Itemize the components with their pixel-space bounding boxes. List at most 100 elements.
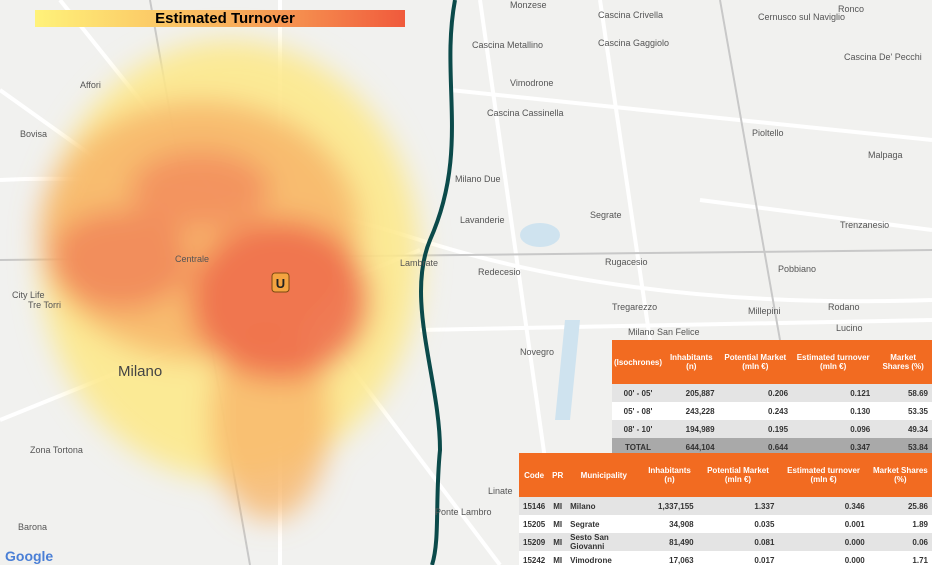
place-label: Tre Torri xyxy=(28,300,61,310)
table-cell: 0.130 xyxy=(792,402,875,420)
place-label: Vimodrone xyxy=(510,78,553,88)
column-header[interactable]: PR xyxy=(549,453,567,497)
column-header[interactable]: Inhabitants (n) xyxy=(641,453,698,497)
column-header[interactable]: Estimated turnover (mln €) xyxy=(792,340,875,384)
water xyxy=(520,223,580,420)
table-cell: MI xyxy=(549,551,567,565)
table-cell: 194,989 xyxy=(664,420,719,438)
railway xyxy=(418,0,457,565)
attribution: Google xyxy=(5,548,53,564)
place-label: City Life xyxy=(12,290,45,300)
marker-label: U xyxy=(276,276,285,291)
table-cell: 0.000 xyxy=(778,551,869,565)
table-cell: 15242 xyxy=(519,551,550,565)
place-label: Rodano xyxy=(828,302,860,312)
place-label: Affori xyxy=(80,80,101,90)
place-label: Cernusco sul Naviglio xyxy=(758,12,845,22)
table-cell: 1,337,155 xyxy=(641,497,698,515)
marker[interactable] xyxy=(271,272,290,293)
place-label: Malpaga xyxy=(868,150,903,160)
place-label: Milano xyxy=(118,363,162,380)
place-label: Ronco xyxy=(838,4,864,14)
place-label: Cascina Crivella xyxy=(598,10,663,20)
table-cell: 0.206 xyxy=(718,384,793,402)
place-label: Trenzanesio xyxy=(840,220,889,230)
table-cell: 0.243 xyxy=(718,402,793,420)
table-cell: 15146 xyxy=(519,497,550,515)
table-cell: 53.35 xyxy=(874,402,932,420)
table-cell: Vimodrone xyxy=(566,551,642,565)
place-label: Lucino xyxy=(836,323,863,333)
table-cell: 49.34 xyxy=(874,420,932,438)
place-label: Ponte Lambro xyxy=(435,507,492,517)
table-cell: 0.017 xyxy=(697,551,779,565)
legend-title: Estimated Turnover xyxy=(155,10,295,27)
table-cell: 58.69 xyxy=(874,384,932,402)
column-header[interactable]: Potential Market (mln €) xyxy=(718,340,793,384)
table-cell: 243,228 xyxy=(664,402,719,420)
table-cell: 1.337 xyxy=(697,497,779,515)
table-cell: 0.081 xyxy=(697,533,779,551)
table-cell: 00' - 05' xyxy=(612,384,665,402)
table-cell: 25.86 xyxy=(868,497,932,515)
place-label: Barona xyxy=(18,522,47,532)
table-cell: MI xyxy=(549,515,567,533)
table-cell: 0.06 xyxy=(868,533,932,551)
place-label: Lavanderie xyxy=(460,215,505,225)
isochrone-table: (Isochrones) Inhabitants (n) Potential Mar… xyxy=(612,340,932,456)
table-cell: 0.195 xyxy=(718,420,793,438)
table-cell: Sesto San Giovanni xyxy=(566,533,642,551)
place-label: Cascina De' Pecchi xyxy=(844,52,922,62)
table-cell: 0.121 xyxy=(792,384,875,402)
column-header[interactable]: Inhabitants (n) xyxy=(664,340,719,384)
table-cell: 0.644 xyxy=(718,438,793,456)
column-header[interactable]: Market Shares (%) xyxy=(874,340,932,384)
table-cell: MI xyxy=(549,497,567,515)
legend-bar xyxy=(35,10,405,27)
table-cell: 0.346 xyxy=(778,497,869,515)
table-cell: 0.096 xyxy=(792,420,875,438)
column-header[interactable]: Municipality xyxy=(566,453,642,497)
place-label: Lambrate xyxy=(400,258,438,268)
table-cell: 15209 xyxy=(519,533,550,551)
table-cell: 15205 xyxy=(519,515,550,533)
heatmap xyxy=(40,40,420,520)
column-header[interactable]: Potential Market (mln €) xyxy=(697,453,779,497)
table-cell: 1.71 xyxy=(868,551,932,565)
place-label: Novegro xyxy=(520,347,554,357)
table-cell: 0.347 xyxy=(792,438,875,456)
table-cell: 0.001 xyxy=(778,515,869,533)
place-label: Redecesio xyxy=(478,267,521,277)
place-label: Pioltello xyxy=(752,128,784,138)
place-label: Tregarezzo xyxy=(612,302,657,312)
place-label: Milano San Felice xyxy=(628,327,700,337)
table-cell: MI xyxy=(549,533,567,551)
place-label: Zona Tortona xyxy=(30,445,83,455)
table-cell: 644,104 xyxy=(664,438,719,456)
table-cell: 17,063 xyxy=(641,551,698,565)
column-header[interactable]: Market Shares (%) xyxy=(868,453,932,497)
table-cell: Segrate xyxy=(566,515,642,533)
place-label: Milano Due xyxy=(455,174,501,184)
place-label: Cascina Gaggiolo xyxy=(598,38,669,48)
place-label: Linate xyxy=(488,486,513,496)
table-cell: 0.000 xyxy=(778,533,869,551)
municipality-table: Code PR Municipality Inhabitants (n) Potenti… xyxy=(519,453,932,565)
table-cell: 1.89 xyxy=(868,515,932,533)
place-label: Cascina Cassinella xyxy=(487,108,564,118)
column-header[interactable]: Estimated turnover (mln €) xyxy=(778,453,869,497)
place-label: Bovisa xyxy=(20,129,47,139)
table-cell: 53.84 xyxy=(874,438,932,456)
table-cell: 205,887 xyxy=(664,384,719,402)
table-cell: 34,908 xyxy=(641,515,698,533)
place-label: Pobbiano xyxy=(778,264,816,274)
place-label: Millepini xyxy=(748,306,781,316)
column-header[interactable]: (Isochrones) xyxy=(612,340,665,384)
place-label: Rugacesio xyxy=(605,257,648,267)
column-header[interactable]: Code xyxy=(519,453,550,497)
table-cell: 08' - 10' xyxy=(612,420,665,438)
place-label: Monzese xyxy=(510,0,547,10)
table-cell: Milano xyxy=(566,497,642,515)
